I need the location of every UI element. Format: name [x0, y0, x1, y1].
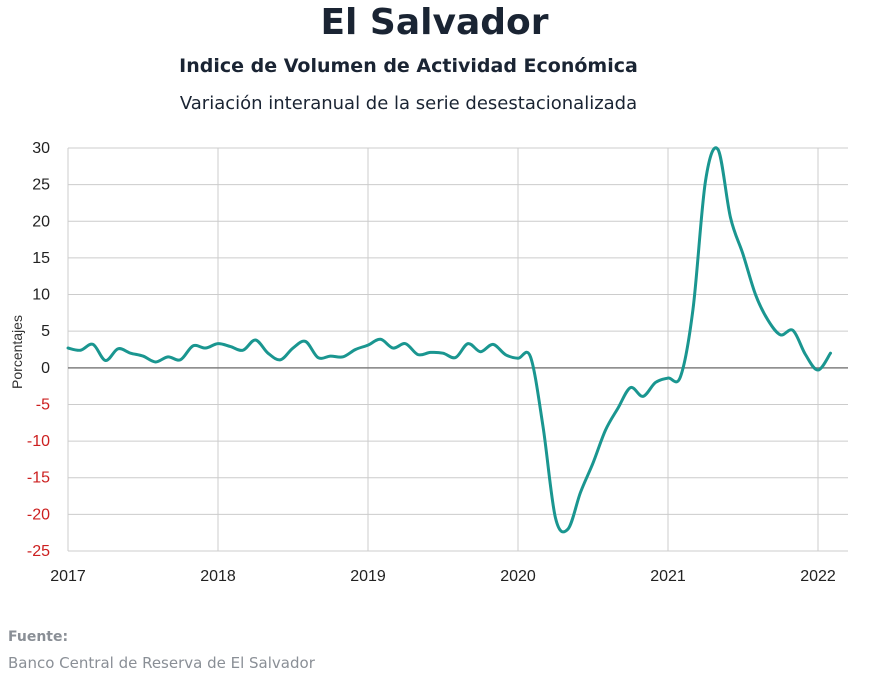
source-label: Fuente:	[8, 629, 69, 645]
series-line	[66, 146, 832, 534]
y-tick-label: 0	[41, 360, 50, 377]
x-tick-label: 2017	[50, 568, 86, 585]
x-tick-label: 2021	[650, 568, 686, 585]
y-tick-label: 25	[32, 177, 50, 194]
y-tick-label: -5	[36, 396, 50, 413]
y-tick-label: -15	[27, 470, 50, 487]
x-tick-label: 2019	[350, 568, 386, 585]
x-tick-label: 2022	[800, 568, 836, 585]
y-tick-label: 15	[32, 250, 50, 267]
y-tick-label: 5	[41, 323, 50, 340]
y-tick-label: -10	[27, 433, 50, 450]
source-text: Banco Central de Reserva de El Salvador	[8, 654, 315, 672]
y-axis-label: Porcentajes	[9, 315, 25, 389]
chart-title: El Salvador	[320, 2, 549, 43]
x-tick-label: 2020	[500, 568, 536, 585]
grid-layer	[67, 147, 848, 552]
y-tick-label: 30	[32, 140, 50, 157]
y-tick-label: -20	[27, 506, 50, 523]
chart-subtitle: Indice de Volumen de Actividad Económica	[179, 55, 638, 77]
y-tick-label: -25	[27, 543, 50, 560]
series-layer	[66, 146, 832, 534]
y-tick-label: 10	[32, 287, 50, 304]
x-tick-label: 2018	[200, 568, 236, 585]
y-tick-label: 20	[32, 213, 50, 230]
chart-description: Variación interanual de la serie desesta…	[179, 93, 638, 114]
